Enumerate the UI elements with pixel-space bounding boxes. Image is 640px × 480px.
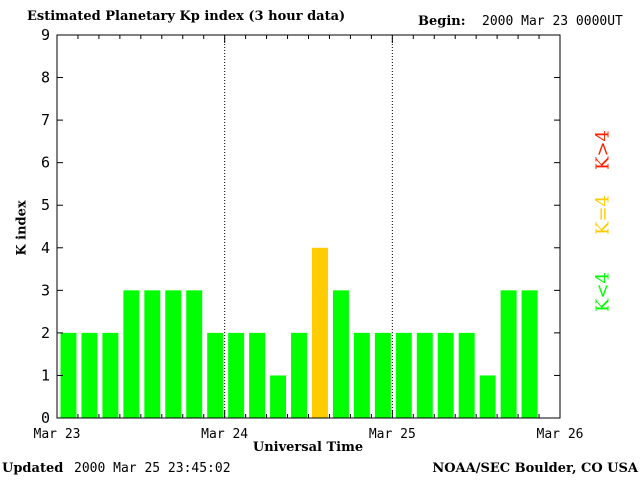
y-tick-label: 8 bbox=[41, 69, 50, 87]
kp-bar bbox=[249, 332, 266, 418]
credit-line: NOAA/SEC Boulder, CO USA bbox=[432, 461, 638, 476]
key-high-label: K>4 bbox=[592, 130, 614, 170]
kp-bar bbox=[270, 375, 287, 418]
y-axis-label: K index bbox=[14, 200, 30, 256]
kp-bar bbox=[374, 332, 391, 418]
kp-bar bbox=[332, 290, 349, 418]
kp-bar bbox=[60, 332, 77, 418]
kp-bar bbox=[353, 332, 370, 418]
kp-bar bbox=[521, 290, 538, 418]
updated-timestamp: 2000 Mar 25 23:45:02 bbox=[74, 461, 231, 476]
y-tick-label: 3 bbox=[41, 281, 50, 299]
key-equal-label: K=4 bbox=[592, 195, 614, 235]
y-tick-label: 1 bbox=[41, 366, 50, 384]
x-tick-label: Mar 23 bbox=[34, 427, 81, 442]
kp-bar bbox=[416, 332, 433, 418]
kp-bar bbox=[395, 332, 412, 418]
kp-bar bbox=[312, 247, 328, 418]
kp-bar bbox=[144, 290, 161, 418]
kp-bar bbox=[500, 290, 517, 418]
x-tick-label: Mar 25 bbox=[369, 427, 416, 442]
updated-label: Updated bbox=[2, 461, 64, 476]
kp-bar bbox=[207, 332, 224, 418]
kp-bar bbox=[102, 332, 119, 418]
kp-bar bbox=[228, 332, 245, 418]
x-axis-label: Universal Time bbox=[252, 440, 364, 455]
kp-bar bbox=[291, 332, 307, 418]
kp-bar bbox=[165, 290, 182, 418]
kp-bar bbox=[186, 290, 203, 418]
kp-bar bbox=[123, 290, 140, 418]
y-tick-label: 7 bbox=[41, 111, 50, 129]
y-tick-label: 0 bbox=[41, 409, 50, 427]
begin-value: 2000 Mar 23 0000UT bbox=[482, 14, 623, 29]
y-tick-label: 4 bbox=[41, 239, 50, 257]
begin-label: Begin: bbox=[418, 14, 466, 29]
y-tick-label: 9 bbox=[41, 26, 50, 44]
y-tick-label: 5 bbox=[41, 196, 50, 214]
kp-bar bbox=[81, 332, 98, 418]
kp-bar bbox=[479, 375, 496, 418]
kp-bar bbox=[437, 332, 454, 418]
y-tick-label: 6 bbox=[41, 154, 50, 172]
key-low-label: K<4 bbox=[592, 272, 614, 312]
chart-title: Estimated Planetary Kp index (3 hour dat… bbox=[27, 9, 346, 24]
x-tick-label: Mar 26 bbox=[537, 427, 584, 442]
kp-bar bbox=[458, 332, 475, 418]
x-tick-label: Mar 24 bbox=[201, 427, 248, 442]
y-tick-label: 2 bbox=[41, 324, 50, 342]
